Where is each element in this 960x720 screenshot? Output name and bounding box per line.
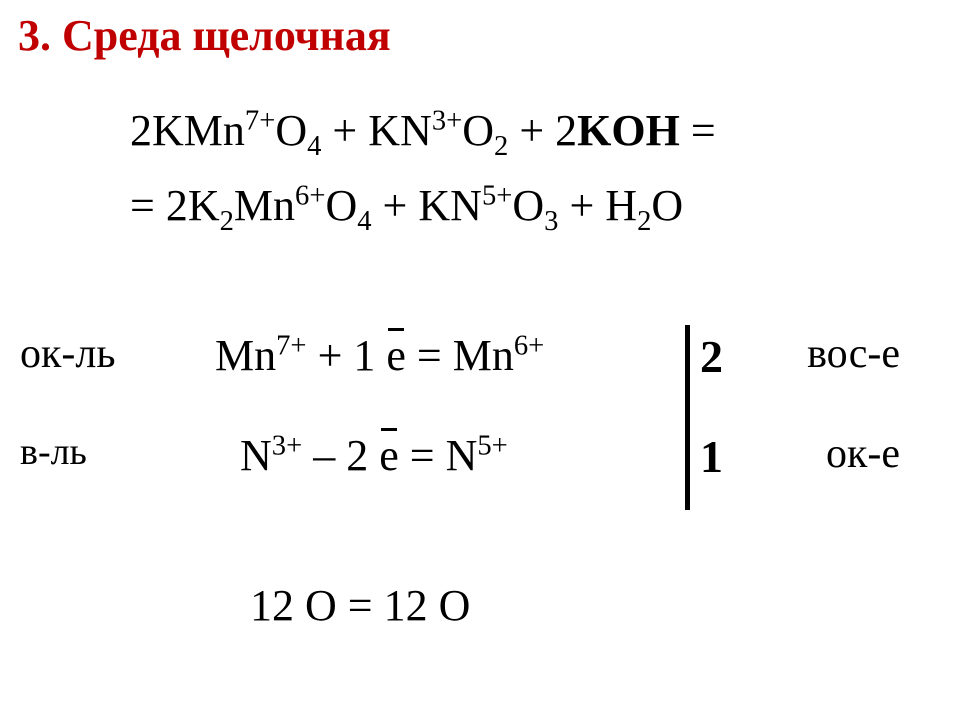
kmno4-o: O — [275, 106, 307, 155]
h2o-o: O — [651, 181, 683, 230]
multiplier-1: 2 — [700, 330, 723, 383]
kno3-n: N — [450, 181, 482, 230]
hr1-e-count: 1 — [353, 331, 375, 380]
hr1-op: + — [307, 331, 354, 380]
kmno4-o-sub: 4 — [307, 131, 321, 162]
reduction-label: вос-е — [807, 330, 900, 378]
half-reaction-2-expr: N3+ – 2 е = N5+ — [240, 430, 508, 481]
plus-3: + — [372, 181, 419, 230]
coeff-koh: 2 — [555, 106, 577, 155]
hr2-from: N — [240, 431, 272, 480]
hr2-to: N — [446, 431, 478, 480]
balance-divider — [685, 325, 690, 510]
kno3-o-sub: 3 — [544, 206, 558, 237]
hr2-e-count: 2 — [346, 431, 368, 480]
hr1-to: Mn — [453, 331, 514, 380]
h2o-h: H — [605, 181, 637, 230]
kmno4-mn: Mn — [184, 106, 245, 155]
half-reaction-1-expr: Mn7+ + 1 е = Mn6+ — [215, 330, 544, 381]
kno2-o-sub: 2 — [494, 131, 508, 162]
hr2-to-charge: 5+ — [477, 430, 507, 461]
half-reactions: ок-ль Mn7+ + 1 е = Mn6+ вос-е в-ль N3+ –… — [0, 320, 960, 520]
equation-lhs: 2KMn7+O4 + KN3+O2 + 2KOH = — [130, 105, 716, 156]
hr2-from-charge: 3+ — [272, 430, 302, 461]
k2mno4-o: O — [325, 181, 357, 230]
k2mno4-o-sub: 4 — [357, 206, 371, 237]
kno2-n: N — [400, 106, 432, 155]
slide: 3. Среда щелочная 2KMn7+O4 + KN3+O2 + 2K… — [0, 0, 960, 720]
koh: KOH — [577, 106, 680, 155]
kno2-k: K — [368, 106, 400, 155]
eq-sign-1: = — [680, 106, 716, 155]
electron-symbol-1: е — [386, 330, 406, 381]
kmno4-k: K — [152, 106, 184, 155]
hr1-from: Mn — [215, 331, 276, 380]
kno2-n-charge: 3+ — [432, 105, 462, 136]
plus-1: + — [321, 106, 368, 155]
equation-rhs: = 2K2Mn6+O4 + KN5+O3 + H2O — [130, 180, 683, 231]
k2mno4-k-sub: 2 — [220, 206, 234, 237]
half-reaction-1: ок-ль Mn7+ + 1 е = Mn6+ вос-е — [0, 320, 960, 420]
plus-4: + — [558, 181, 605, 230]
coeff-k2mno4: 2 — [166, 181, 188, 230]
electron-symbol-2: е — [379, 430, 399, 481]
plus-2a: + — [519, 106, 555, 155]
reducer-label: в-ль — [20, 430, 87, 474]
k2mno4-k: K — [188, 181, 220, 230]
eq-sign-2: = — [130, 181, 166, 230]
h2o-h-sub: 2 — [637, 206, 651, 237]
hr1-from-charge: 7+ — [276, 330, 306, 361]
oxidation-label: ок-е — [826, 430, 900, 478]
kno3-n-charge: 5+ — [482, 180, 512, 211]
kmno4-mn-charge: 7+ — [245, 105, 275, 136]
hr2-op: – — [302, 431, 346, 480]
hr1-to-charge: 6+ — [514, 330, 544, 361]
oxygen-balance-check: 12 О = 12 О — [250, 580, 470, 631]
oxidizer-label: ок-ль — [20, 330, 116, 378]
coeff-kmno4: 2 — [130, 106, 152, 155]
section-title: 3. Среда щелочная — [18, 10, 391, 61]
kno2-o: O — [462, 106, 494, 155]
half-reaction-2: в-ль N3+ – 2 е = N5+ ок-е — [0, 420, 960, 520]
k2mno4-mn-charge: 6+ — [295, 180, 325, 211]
kno3-k: K — [418, 181, 450, 230]
multiplier-2: 1 — [700, 430, 723, 483]
kno3-o: O — [512, 181, 544, 230]
k2mno4-mn: Mn — [234, 181, 295, 230]
